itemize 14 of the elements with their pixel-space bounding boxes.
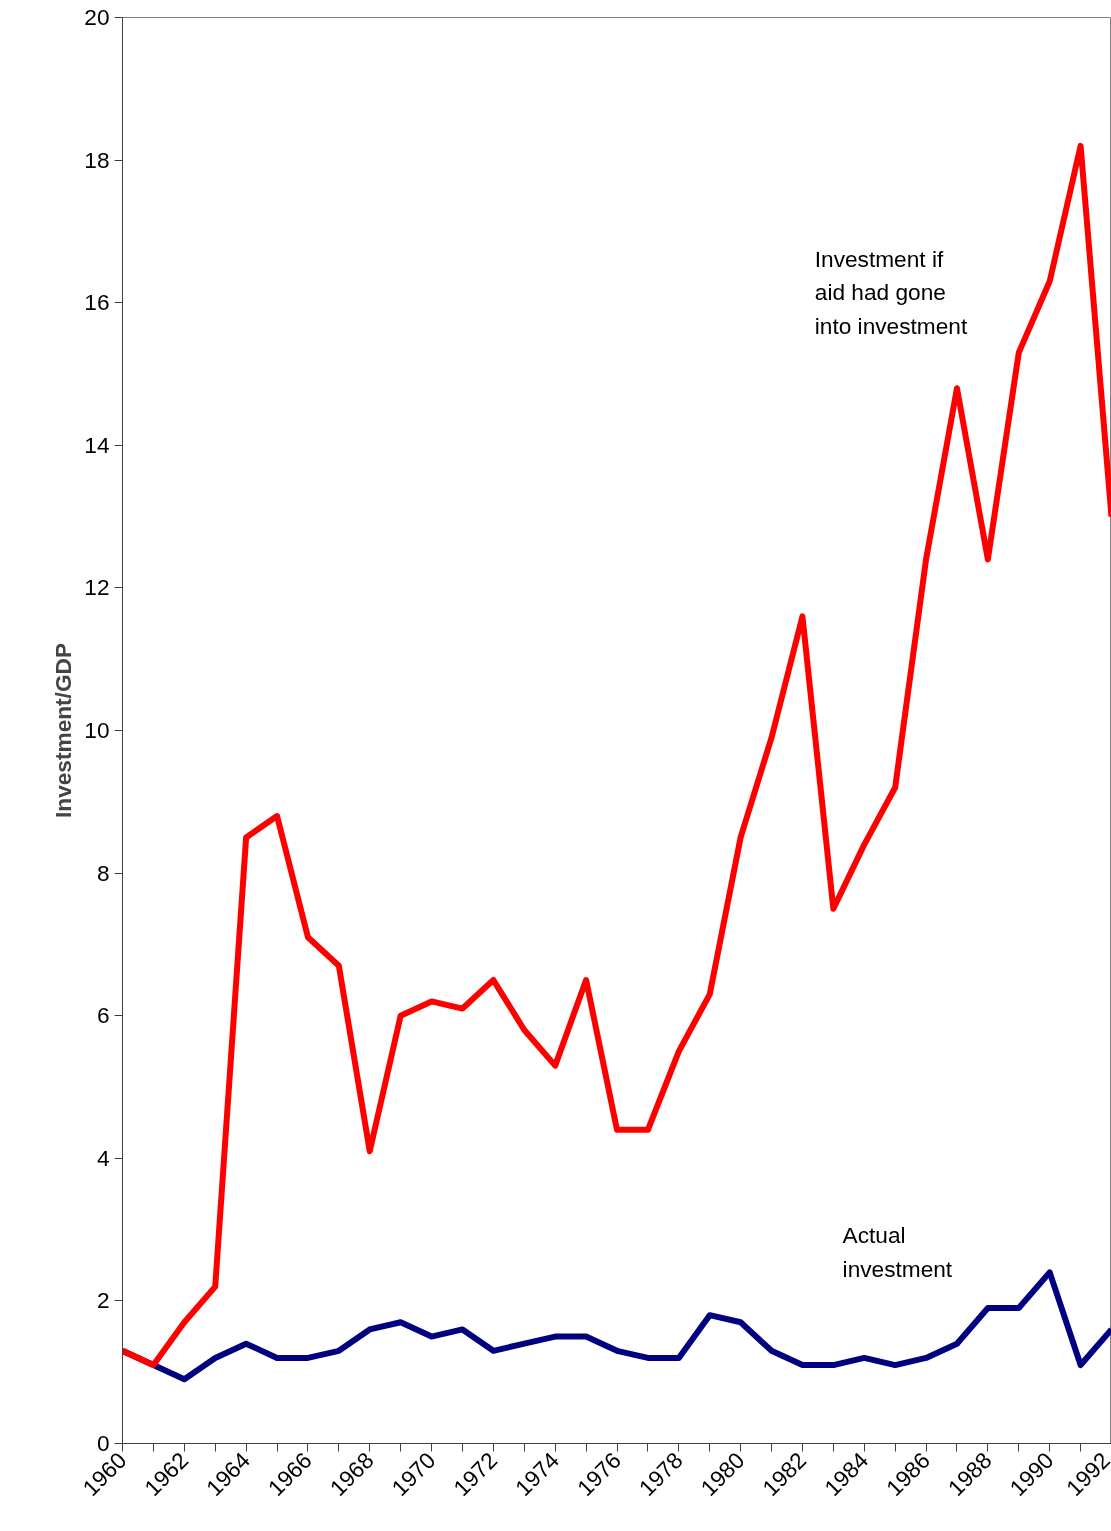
y-tick-label: 0 [96, 1430, 110, 1456]
y-tick-label: 6 [96, 1002, 110, 1029]
y-tick-label: 12 [84, 574, 110, 601]
y-tick-label: 20 [84, 4, 110, 30]
y-tick-label: 2 [96, 1287, 110, 1314]
y-tick-label: 16 [84, 289, 110, 316]
series-label: Actual investment [842, 1222, 953, 1283]
y-tick-label: 14 [84, 431, 110, 458]
y-tick-label: 4 [96, 1144, 110, 1171]
y-axis-title: Investment/GDP [50, 643, 77, 818]
text: Investment if aid had gone into investment [814, 245, 968, 340]
y-tick-label: 18 [84, 146, 110, 173]
y-tick-label: 10 [84, 717, 110, 743]
y-tick-label: 8 [96, 859, 110, 886]
